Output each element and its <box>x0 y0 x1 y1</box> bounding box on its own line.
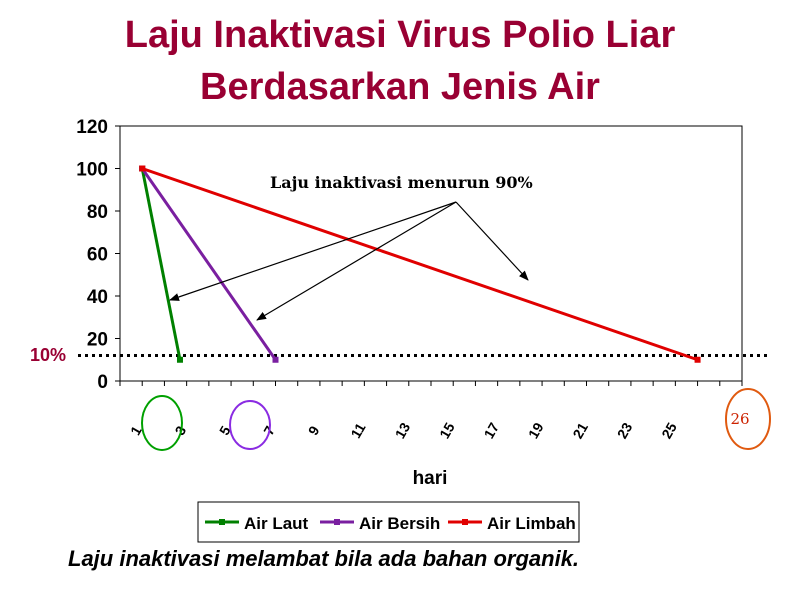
annotation-arrow <box>455 201 529 281</box>
highlight-ellipse-laut <box>141 395 183 451</box>
annotation-arrow <box>169 201 457 301</box>
end-day-label: 26 <box>730 410 749 428</box>
x-tick-label: 23 <box>614 420 636 442</box>
x-axis-ticks: 1 3 5 7 9 11 13 15 17 19 21 23 25 <box>119 381 743 442</box>
legend-label: Air Limbah <box>487 514 576 533</box>
threshold-label: 10% <box>30 345 66 365</box>
x-tick-label: 25 <box>658 420 680 442</box>
series-line-air-limbah <box>141 167 699 362</box>
x-tick-label: 17 <box>480 420 502 442</box>
series-line-air-bersih <box>140 167 277 361</box>
legend-label: Air Laut <box>244 514 309 533</box>
y-tick-label: 20 <box>87 330 108 351</box>
x-tick-label: 11 <box>347 420 368 441</box>
x-tick-label: 9 <box>305 423 323 438</box>
series-point <box>176 356 183 363</box>
slide-title-line1: Laju Inaktivasi Virus Polio Liar <box>124 14 676 56</box>
series-point <box>694 356 701 363</box>
highlight-ellipse-bersih <box>229 400 271 450</box>
legend-label: Air Bersih <box>359 514 440 533</box>
annotation-text: Laju inaktivasi menurun 90% <box>270 173 533 192</box>
annotation-arrow <box>256 201 457 321</box>
series-point <box>139 165 146 172</box>
footer-note: Laju inaktivasi melambat bila ada bahan … <box>68 546 580 571</box>
series-point <box>272 356 279 363</box>
legend-box <box>197 501 580 543</box>
series-line-air-laut <box>140 168 182 361</box>
x-tick-label: 13 <box>392 420 414 442</box>
y-tick-label: 80 <box>87 202 108 223</box>
series-lines <box>139 165 701 363</box>
y-tick-label: 60 <box>87 245 108 266</box>
y-tick-label: 40 <box>87 287 108 308</box>
x-tick-label: 19 <box>525 420 547 442</box>
legend-marker <box>462 519 468 525</box>
slide-title-line2: Berdasarkan Jenis Air <box>200 66 600 108</box>
y-axis-ticks: 0 20 40 60 80 100 120 <box>76 117 120 393</box>
x-tick-label: 15 <box>436 420 458 442</box>
y-tick-label: 100 <box>76 160 108 181</box>
highlight-ellipse-limbah <box>725 388 771 450</box>
x-tick-label: 21 <box>569 420 591 442</box>
x-axis-label: hari <box>413 468 448 489</box>
annotation-arrows <box>169 201 529 321</box>
legend: Air Laut Air Bersih Air Limbah <box>197 501 580 543</box>
y-tick-label: 120 <box>76 117 108 138</box>
legend-marker <box>219 519 225 525</box>
legend-marker <box>334 519 340 525</box>
y-tick-label: 0 <box>97 372 108 393</box>
